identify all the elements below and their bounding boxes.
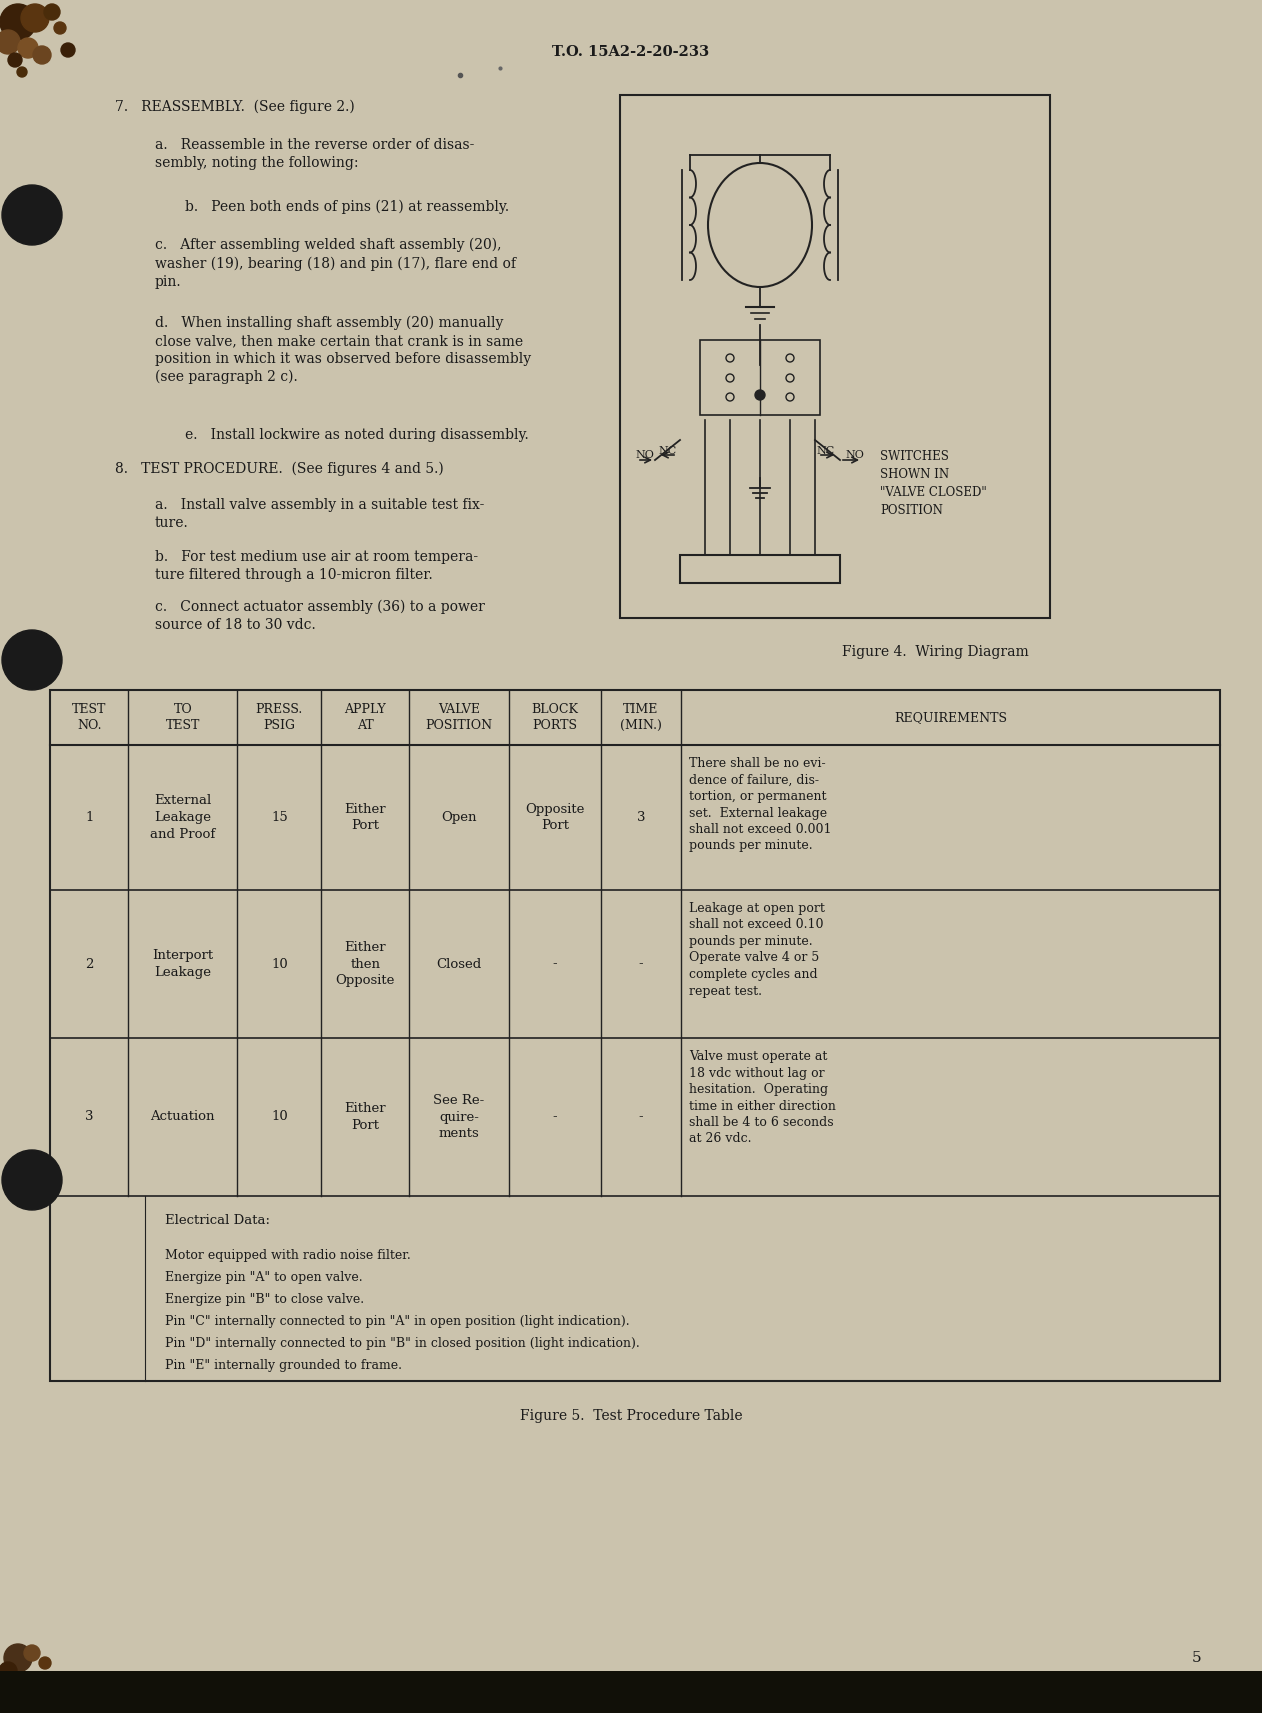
Ellipse shape — [708, 163, 811, 288]
Text: e.   Install lockwire as noted during disassembly.: e. Install lockwire as noted during disa… — [186, 428, 529, 442]
Circle shape — [0, 1662, 16, 1680]
Text: a.   Install valve assembly in a suitable test fix-
ture.: a. Install valve assembly in a suitable … — [155, 498, 485, 529]
Text: Valve must operate at
18 vdc without lag or
hesitation.  Operating
time in eithe: Valve must operate at 18 vdc without lag… — [689, 1050, 835, 1146]
Text: Either
Port: Either Port — [345, 803, 386, 833]
Text: Figure 5.  Test Procedure Table: Figure 5. Test Procedure Table — [520, 1410, 742, 1424]
Text: Either
then
Opposite: Either then Opposite — [336, 940, 395, 987]
Text: See Re-
quire-
ments: See Re- quire- ments — [433, 1095, 485, 1139]
Text: BLOCK
PORTS: BLOCK PORTS — [531, 702, 578, 731]
Text: TIME
(MIN.): TIME (MIN.) — [620, 702, 661, 731]
Text: -: - — [639, 1110, 644, 1124]
Text: Leakage at open port
shall not exceed 0.10
pounds per minute.
Operate valve 4 or: Leakage at open port shall not exceed 0.… — [689, 903, 824, 997]
Bar — [680, 555, 840, 582]
Text: -: - — [553, 1110, 557, 1124]
Text: PRESS.
PSIG: PRESS. PSIG — [256, 702, 303, 731]
Text: T.O. 15A2-2-20-233: T.O. 15A2-2-20-233 — [553, 45, 709, 58]
Text: 10: 10 — [271, 1110, 288, 1124]
Text: VALVE
POSITION: VALVE POSITION — [425, 702, 492, 731]
Text: Energize pin "A" to open valve.: Energize pin "A" to open valve. — [165, 1271, 362, 1285]
Circle shape — [3, 630, 62, 690]
Text: Figure 4.  Wiring Diagram: Figure 4. Wiring Diagram — [842, 646, 1029, 660]
Text: -: - — [553, 958, 557, 971]
Bar — [620, 94, 1050, 618]
Circle shape — [24, 1644, 40, 1662]
Circle shape — [39, 1656, 50, 1668]
Circle shape — [0, 31, 20, 55]
Text: 1: 1 — [85, 810, 93, 824]
Text: Energize pin "B" to close valve.: Energize pin "B" to close valve. — [165, 1293, 365, 1305]
Text: Open: Open — [442, 810, 477, 824]
Text: REQUIREMENTS: REQUIREMENTS — [893, 711, 1007, 725]
Text: 3: 3 — [85, 1110, 93, 1124]
Text: c.   After assembling welded shaft assembly (20),
washer (19), bearing (18) and : c. After assembling welded shaft assembl… — [155, 238, 516, 288]
Text: APPLY
AT: APPLY AT — [345, 702, 386, 731]
Text: b.   For test medium use air at room tempera-
ture filtered through a 10-micron : b. For test medium use air at room tempe… — [155, 550, 478, 582]
Text: NC: NC — [658, 445, 676, 456]
Circle shape — [755, 391, 765, 401]
Text: SWITCHES
SHOWN IN
"VALVE CLOSED"
POSITION: SWITCHES SHOWN IN "VALVE CLOSED" POSITIO… — [880, 451, 987, 517]
Text: 15: 15 — [271, 810, 288, 824]
Text: TO
TEST: TO TEST — [165, 702, 199, 731]
Text: 8.   TEST PROCEDURE.  (See figures 4 and 5.): 8. TEST PROCEDURE. (See figures 4 and 5.… — [115, 463, 444, 476]
Circle shape — [21, 3, 49, 33]
Circle shape — [44, 3, 61, 21]
Text: 2: 2 — [85, 958, 93, 971]
Bar — [700, 339, 820, 415]
Text: b.   Peen both ends of pins (21) at reassembly.: b. Peen both ends of pins (21) at reasse… — [186, 200, 509, 214]
Text: NO: NO — [846, 451, 864, 461]
Text: There shall be no evi-
dence of failure, dis-
tortion, or permanent
set.  Extern: There shall be no evi- dence of failure,… — [689, 757, 832, 853]
Circle shape — [61, 43, 74, 57]
Text: NC: NC — [817, 445, 835, 456]
Text: Interport
Leakage: Interport Leakage — [153, 949, 213, 978]
Circle shape — [54, 22, 66, 34]
Circle shape — [16, 67, 27, 77]
Circle shape — [3, 1149, 62, 1209]
Text: Pin "E" internally grounded to frame.: Pin "E" internally grounded to frame. — [165, 1358, 403, 1372]
Text: Actuation: Actuation — [150, 1110, 215, 1124]
Text: External
Leakage
and Proof: External Leakage and Proof — [150, 795, 216, 841]
Text: Pin "C" internally connected to pin "A" in open position (light indication).: Pin "C" internally connected to pin "A" … — [165, 1316, 630, 1328]
Text: Either
Port: Either Port — [345, 1101, 386, 1132]
Circle shape — [18, 38, 38, 58]
Text: Closed: Closed — [437, 958, 482, 971]
Circle shape — [3, 185, 62, 245]
Text: 7.   REASSEMBLY.  (See figure 2.): 7. REASSEMBLY. (See figure 2.) — [115, 99, 355, 115]
Text: Pin "D" internally connected to pin "B" in closed position (light indication).: Pin "D" internally connected to pin "B" … — [165, 1338, 640, 1350]
Circle shape — [8, 53, 21, 67]
Text: Opposite
Port: Opposite Port — [525, 803, 584, 833]
Bar — [50, 690, 1220, 1381]
Text: a.   Reassemble in the reverse order of disas-
sembly, noting the following:: a. Reassemble in the reverse order of di… — [155, 139, 475, 170]
Text: TEST
NO.: TEST NO. — [72, 702, 106, 731]
Text: d.   When installing shaft assembly (20) manually
close valve, then make certain: d. When installing shaft assembly (20) m… — [155, 315, 531, 384]
Text: Motor equipped with radio noise filter.: Motor equipped with radio noise filter. — [165, 1249, 410, 1262]
Text: -: - — [639, 958, 644, 971]
Circle shape — [33, 46, 50, 63]
Text: Electrical Data:: Electrical Data: — [165, 1215, 270, 1227]
Text: 3: 3 — [636, 810, 645, 824]
Circle shape — [0, 3, 37, 39]
Text: 10: 10 — [271, 958, 288, 971]
Text: NO: NO — [635, 451, 654, 461]
Bar — [0, 1670, 1262, 1713]
Text: 5: 5 — [1193, 1651, 1201, 1665]
Text: c.   Connect actuator assembly (36) to a power
source of 18 to 30 vdc.: c. Connect actuator assembly (36) to a p… — [155, 600, 485, 632]
Text: D  B  E  A  C: D B E A C — [721, 562, 800, 576]
Circle shape — [4, 1644, 32, 1672]
